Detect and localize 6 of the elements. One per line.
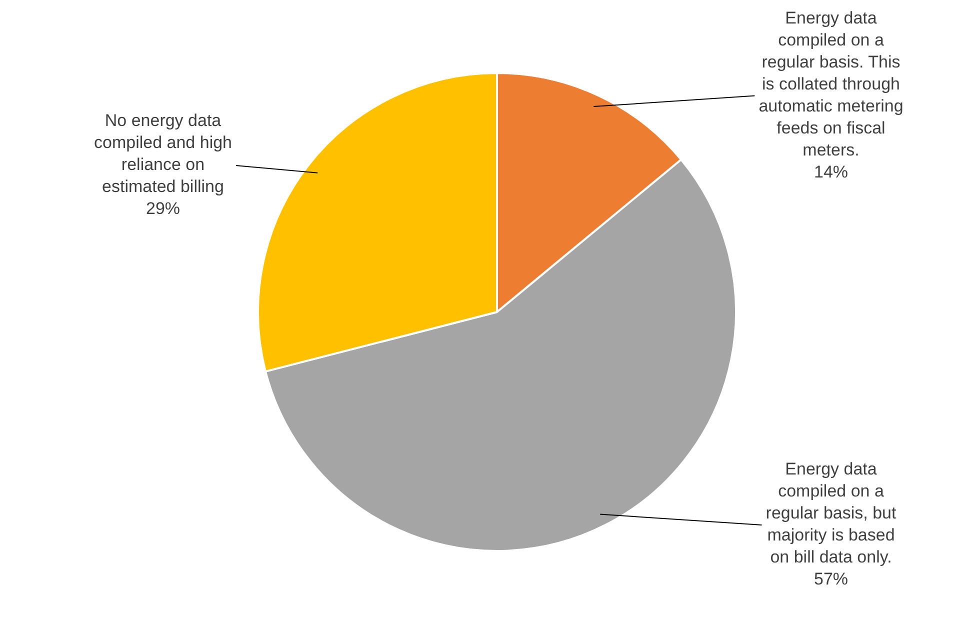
slice-label: Energy data compiled on a regular basis, but majority is based on bill data only. [766, 460, 896, 567]
slice-label: Energy data compiled on a regular basis. This is collated through automatic metering feeds on fiscal meters. [758, 8, 904, 160]
data-label: 57% [814, 570, 848, 589]
data-label: 29% [146, 199, 180, 218]
slice-label: No energy data compiled and high reliance on estimated billing [94, 111, 232, 196]
data-label: 14% [814, 162, 848, 182]
